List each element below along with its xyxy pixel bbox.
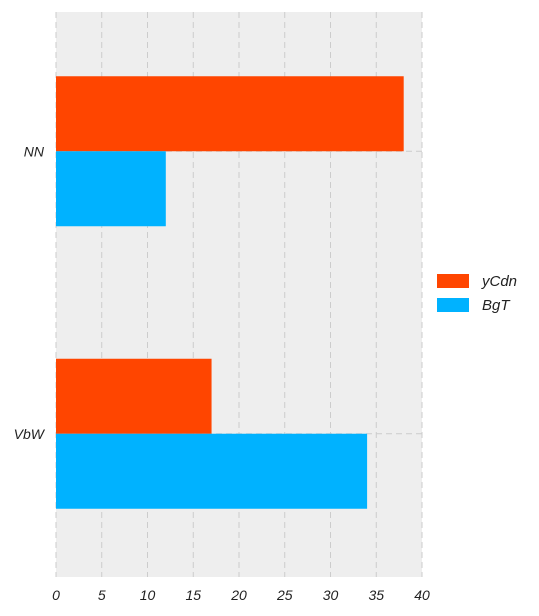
x-tick-label: 15 [185, 587, 201, 603]
legend-label-yCdn: yCdn [481, 273, 517, 290]
x-tick-label: 25 [276, 587, 293, 603]
bar-yCdn-NN [56, 76, 404, 152]
legend: yCdn BgT [437, 273, 517, 314]
x-tick-label: 10 [140, 587, 156, 603]
legend-swatch-yCdn [437, 274, 469, 288]
x-tick-label: 0 [52, 587, 60, 603]
legend-label-BgT: BgT [482, 297, 511, 314]
x-tick-label: 20 [230, 587, 247, 603]
y-tick-label: NN [24, 143, 45, 159]
x-tick-label: 30 [323, 587, 339, 603]
x-tick-label: 40 [414, 587, 430, 603]
y-axis-ticks: NN VbW [14, 143, 46, 442]
x-axis-ticks: 0 5 10 15 20 25 30 35 40 [52, 587, 430, 603]
bar-yCdn-VbW [56, 358, 212, 434]
x-tick-label: 35 [368, 587, 384, 603]
bar-BgT-VbW [56, 433, 368, 509]
bar-BgT-NN [56, 151, 166, 227]
bars [56, 76, 404, 509]
y-tick-label: VbW [14, 426, 46, 442]
x-tick-label: 5 [98, 587, 106, 603]
legend-swatch-BgT [437, 298, 469, 312]
